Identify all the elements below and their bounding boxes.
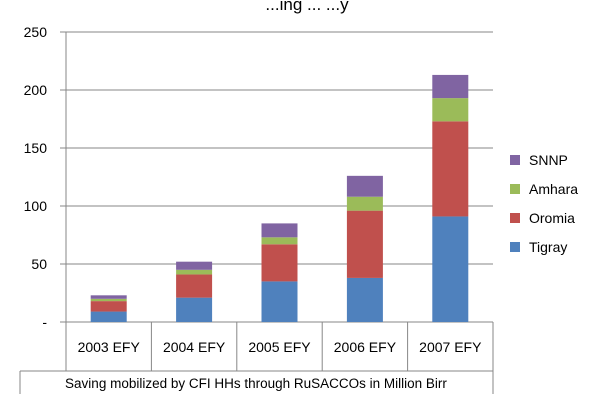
bar-segment-snnp: [432, 74, 469, 99]
bar-segment-amhara: [261, 237, 298, 245]
legend-swatch-tigray: [510, 242, 520, 252]
legend-swatch-oromia: [510, 213, 520, 223]
bar-segment-snnp: [176, 261, 213, 270]
bar-segment-snnp: [90, 295, 127, 299]
y-tick-label: 150: [24, 140, 48, 156]
x-category-label: 2005 EFY: [248, 339, 311, 355]
y-tick-label: 50: [31, 256, 47, 272]
bar-segment-amhara: [346, 196, 383, 211]
bar-segment-oromia: [176, 274, 213, 298]
bar-segment-tigray: [176, 297, 213, 322]
bar-segment-tigray: [432, 216, 469, 322]
bar-segment-tigray: [346, 277, 383, 322]
legend-label-amhara: Amhara: [529, 181, 578, 197]
x-category-label: 2004 EFY: [163, 339, 226, 355]
legend-label-oromia: Oromia: [529, 210, 575, 226]
y-tick-label: 200: [24, 82, 48, 98]
bar-segment-oromia: [346, 210, 383, 278]
bar-segment-tigray: [90, 311, 127, 322]
chart-title-partial: ...ing ... ...y: [265, 0, 349, 14]
y-tick-label: 100: [24, 198, 48, 214]
legend-label-snnp: SNNP: [529, 152, 568, 168]
x-category-label: 2003 EFY: [78, 339, 141, 355]
bar-segment-oromia: [90, 301, 127, 312]
legend-swatch-snnp: [510, 155, 520, 165]
bar-segment-snnp: [346, 175, 383, 197]
legend-swatch-amhara: [510, 184, 520, 194]
legend-label-tigray: Tigray: [529, 239, 567, 255]
x-category-label: 2007 EFY: [419, 339, 482, 355]
bar-segment-oromia: [261, 244, 298, 282]
bar-segment-tigray: [261, 281, 298, 322]
bar-segment-amhara: [432, 98, 469, 122]
bar-segment-amhara: [176, 269, 213, 275]
bar-segment-oromia: [432, 121, 469, 217]
x-axis-label: Saving mobilized by CFI HHs through RuSA…: [65, 376, 447, 391]
y-tick-label: 250: [24, 24, 48, 40]
x-category-label: 2006 EFY: [334, 339, 397, 355]
y-tick-label: -: [42, 314, 47, 330]
bar-segment-snnp: [261, 223, 298, 238]
bar-segment-amhara: [90, 298, 127, 302]
